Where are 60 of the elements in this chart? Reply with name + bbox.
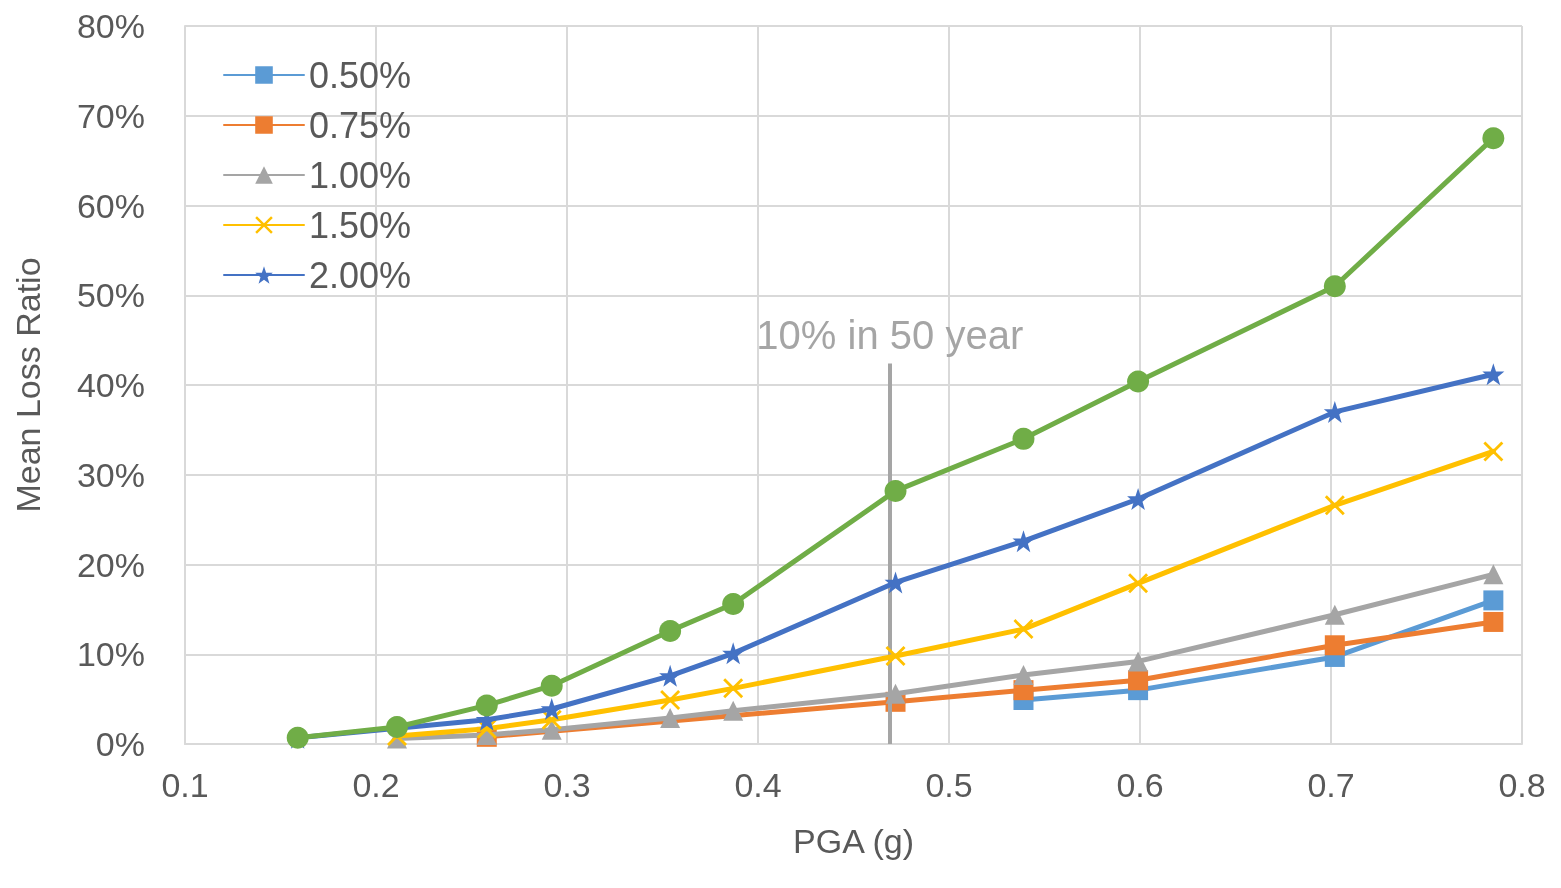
point [885,646,906,667]
point [540,674,563,697]
point [1013,619,1034,640]
x-tick-label: 0.5 [925,766,973,804]
point [1482,127,1505,150]
y-tick-label: 10% [76,635,145,674]
legend-label: 2.00% [309,254,412,296]
point [659,619,682,642]
point [722,642,745,665]
y-tick-label: 80% [76,7,145,45]
y-tick-label: 60% [76,186,145,225]
y-tick-label: 0% [95,725,145,763]
point [660,690,681,711]
point [884,479,907,502]
point [475,694,498,717]
x-tick-label: 0.2 [352,766,400,804]
legend-label: 1.50% [309,204,412,246]
point [1483,590,1504,611]
x-tick-label: 0.6 [1116,766,1164,804]
x-tick-label: 0.1 [161,766,209,804]
ref-line-label: 10% in 50 year [756,313,1024,358]
point [1324,604,1345,625]
point [723,678,744,699]
y-tick-label: 70% [76,96,145,135]
legend-label: 0.75% [309,104,412,146]
y-tick-label: 50% [76,276,145,315]
point [1127,370,1150,393]
x-tick-label: 0.8 [1498,766,1546,804]
point [1323,275,1346,298]
legend-label: 0.50% [309,54,412,96]
point [540,698,563,720]
y-tick-label: 30% [76,455,145,494]
legend-label: 1.00% [309,154,412,196]
point [1128,573,1149,594]
point [1127,487,1150,510]
x-tick-label: 0.7 [1307,766,1355,804]
point [541,719,562,740]
point [884,571,907,594]
point [1128,651,1149,672]
x-tick-label: 0.3 [543,766,591,804]
point [1483,611,1504,632]
y-tick-label: 40% [76,366,145,404]
x-tick-label: 0.4 [734,766,782,804]
y-axis-title: Mean Loss Ratio [9,257,47,513]
point [1324,495,1345,516]
point [1012,427,1035,450]
point [659,664,682,687]
point [1012,530,1035,553]
point [1483,564,1504,585]
point [1482,363,1505,386]
point [723,700,744,721]
point [660,707,681,728]
point [722,593,745,615]
point [1013,664,1034,685]
y-tick-label: 20% [76,545,145,584]
x-axis-title: PGA (g) [793,822,914,860]
point [386,715,409,738]
point [1128,670,1149,691]
point [1324,635,1345,656]
point [1483,441,1504,462]
